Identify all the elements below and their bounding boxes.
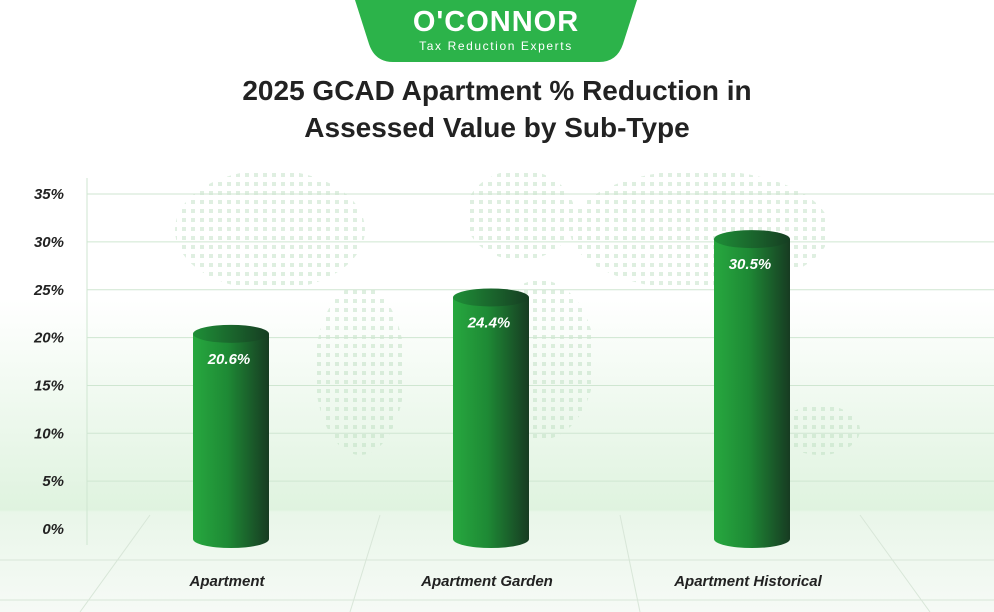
y-tick-label: 30% [34,234,64,251]
x-axis-categories: Apartment Apartment Garden Apartment Histo… [188,573,822,590]
brand-logo-badge: O'CONNOR Tax Reduction Experts [355,0,637,62]
logo-wordmark: O'CONNOR [412,6,580,38]
bar: 30.5% [714,230,790,549]
floor-perspective-lines [0,514,994,612]
bar-cap [193,324,269,343]
y-tick-label: 5% [42,473,64,490]
bar-cap [453,288,529,307]
bar-body [193,333,269,548]
x-category-label: Apartment Historical [673,573,822,590]
world-map-dots-background [175,170,860,455]
y-tick-label: 0% [42,521,64,538]
bar-value-label: 24.4% [467,314,511,331]
bars: 20.6% 24.4% 30.5% [193,230,790,549]
bar-cap [714,230,790,249]
logo-badge-shape [355,0,637,62]
y-tick-label: 20% [33,330,64,347]
logo-tagline: Tax Reduction Experts [419,39,573,53]
chart-title: 2025 GCAD Apartment % Reduction in Assess… [242,75,752,143]
y-tick-label: 25% [33,282,64,299]
y-tick-label: 15% [34,377,64,394]
bar-value-label: 30.5% [729,256,772,273]
bar-value-label: 20.6% [207,351,251,368]
bar: 20.6% [193,324,269,548]
bar: 24.4% [453,288,529,548]
x-category-label: Apartment [188,573,265,590]
y-axis-ticks: 0% 5% 10% 15% 20% 25% 30% 35% [33,186,64,538]
bar-body [714,239,790,549]
bar-body [453,297,529,548]
y-tick-label: 35% [34,186,64,203]
y-tick-label: 10% [34,425,64,442]
x-category-label: Apartment Garden [420,573,553,590]
